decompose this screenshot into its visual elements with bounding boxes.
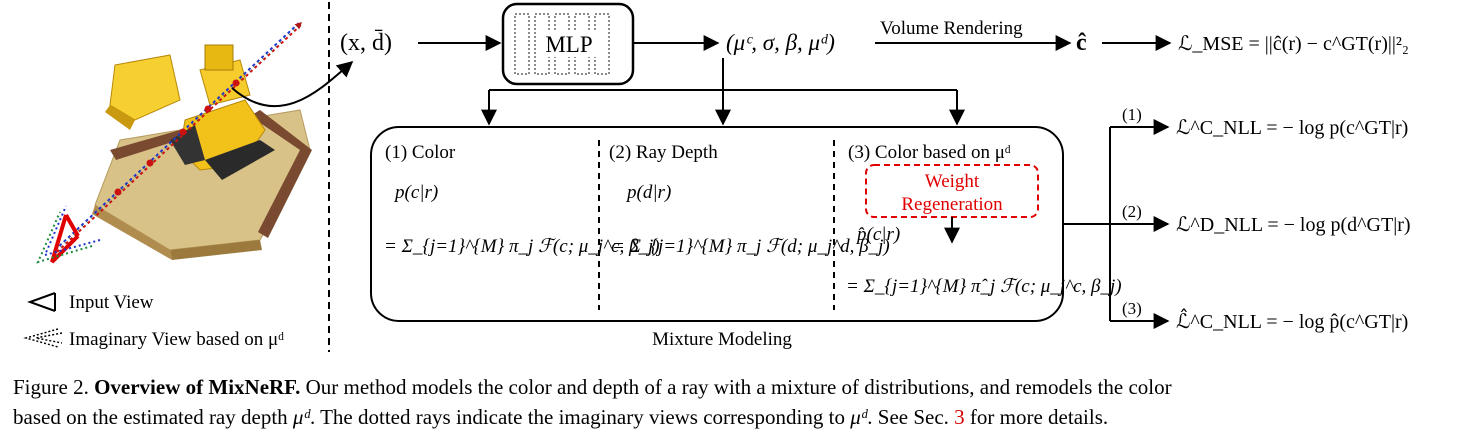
legend: Input View Imaginary View based on μᵈ — [23, 292, 284, 350]
caption-figure-number: Figure 2. — [13, 375, 89, 399]
mse-loss-label: ℒ_MSE = ||ĉ(r) − c^GT(r)||²₂ — [1178, 33, 1409, 55]
caption-text-2b: . The dotted rays indicate the imaginary… — [309, 405, 845, 429]
mlp-label: MLP — [545, 32, 592, 57]
weight-regeneration-line2: Regeneration — [901, 194, 1003, 215]
mixture-modeling-box: (1) Color p(c|r) = Σ_{j=1}^{M} π_j ℱ(c; … — [370, 126, 1122, 350]
input-view-legend-icon — [27, 292, 56, 312]
loss-tag-1: (1) — [1122, 105, 1142, 124]
color-depth-heading: (3) Color based on μᵈ — [848, 142, 1011, 163]
ray-depth-heading: (2) Ray Depth — [609, 142, 718, 163]
branch-arrows — [481, 58, 965, 126]
weight-regeneration-line1: Weight — [925, 171, 980, 192]
caption-line-1: Figure 2. Overview of MixNeRF. Our metho… — [13, 372, 1458, 402]
caption-math-1: μᵈ — [292, 405, 310, 429]
ray-depth-lhs: p(d|r) — [625, 182, 671, 203]
mlp-output-label: (μᶜ, σ, β, μᵈ) — [726, 30, 835, 55]
caption-math-2: μᵈ — [850, 405, 868, 429]
imaginary-view-label: Imaginary View based on μᵈ — [69, 329, 284, 350]
loss-color-nll: ℒ^C_NLL = − log p(c^GT|r) — [1176, 117, 1408, 139]
figure-caption: Figure 2. Overview of MixNeRF. Our metho… — [13, 372, 1458, 432]
color-depth-lhs: p̂(c|r) — [855, 224, 900, 245]
volume-rendering-label: Volume Rendering — [880, 18, 1023, 39]
weight-regeneration-box: Weight Regeneration — [865, 164, 1039, 218]
imaginary-view-legend-icon — [23, 328, 63, 348]
caption-section-link[interactable]: 3 — [954, 405, 965, 429]
caption-bold-title: Overview of MixNeRF. — [94, 375, 301, 399]
c-hat-label: ĉ — [1076, 30, 1087, 56]
color-depth-rhs: = Σ_{j=1}^{M} π̂_j ℱ(c; μ_j^c, β_j) — [846, 276, 1122, 297]
caption-text-2c: . See Sec. — [867, 405, 949, 429]
color-heading: (1) Color — [385, 142, 456, 163]
nll-loss-branches — [1063, 119, 1170, 329]
caption-text-line1: Our method models the color and depth of… — [305, 375, 1172, 399]
color-rhs: = Σ_{j=1}^{M} π_j ℱ(c; μ_j^c, β_j) — [384, 236, 660, 257]
color-lhs: p(c|r) — [393, 182, 438, 203]
imaginary-camera-icon — [36, 205, 101, 264]
loss-regen-color-nll: ℒ̂^C_NLL = − log p̂(c^GT|r) — [1176, 308, 1408, 333]
input-camera-icon — [50, 214, 80, 264]
caption-text-2a: based on the estimated ray depth — [13, 405, 288, 429]
loss-depth-nll: ℒ^D_NLL = − log p(d^GT|r) — [1176, 214, 1411, 236]
input-label: (x, d̄) — [340, 30, 392, 56]
input-view-label: Input View — [69, 292, 154, 313]
mlp-block: MLP — [501, 2, 635, 86]
loss-tag-3: (3) — [1122, 299, 1142, 318]
ray-depth-rhs: = Σ_{j=1}^{M} π_j ℱ(d; μ_j^d, β_j) — [612, 236, 890, 257]
mixture-modeling-title: Mixture Modeling — [652, 329, 792, 350]
loss-tag-2: (2) — [1122, 202, 1142, 221]
lego-scene-illustration — [36, 21, 354, 264]
caption-text-2d: for more details. — [969, 405, 1109, 429]
caption-line-2: based on the estimated ray depth μᵈ. The… — [13, 402, 1458, 432]
